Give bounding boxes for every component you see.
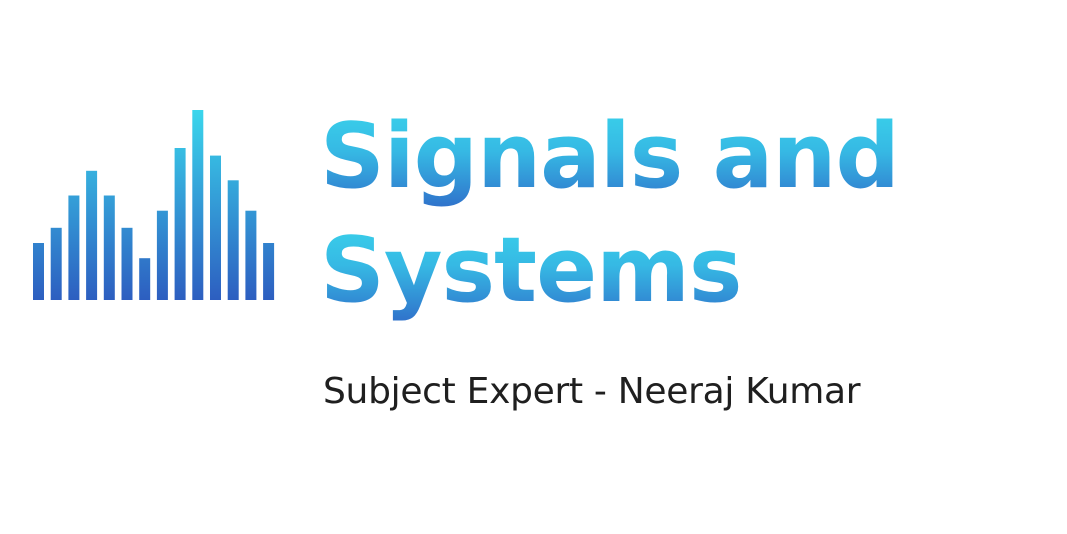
spectrum-bar bbox=[210, 155, 221, 300]
subtitle: Subject Expert - Neeraj Kumar bbox=[323, 371, 861, 412]
spectrum-bar bbox=[192, 110, 204, 300]
title-line-1: Signals and bbox=[320, 100, 1020, 214]
spectrum-bar bbox=[227, 180, 239, 300]
spectrum-bars bbox=[33, 110, 275, 300]
spectrum-bar bbox=[68, 195, 80, 300]
spectrum-bar bbox=[156, 210, 168, 300]
spectrum-bar bbox=[103, 195, 115, 300]
spectrum-bar bbox=[174, 148, 186, 300]
title-line-2: Systems bbox=[320, 214, 1020, 328]
title: Signals and Systems bbox=[320, 100, 1020, 328]
spectrum-bar bbox=[263, 243, 275, 300]
spectrum-bar bbox=[50, 227, 62, 300]
spectrum-bar bbox=[86, 170, 98, 300]
spectrum-bar bbox=[33, 243, 44, 300]
spectrum-bar bbox=[245, 210, 257, 300]
spectrum-bar bbox=[121, 227, 133, 300]
spectrum-bar bbox=[139, 258, 151, 300]
